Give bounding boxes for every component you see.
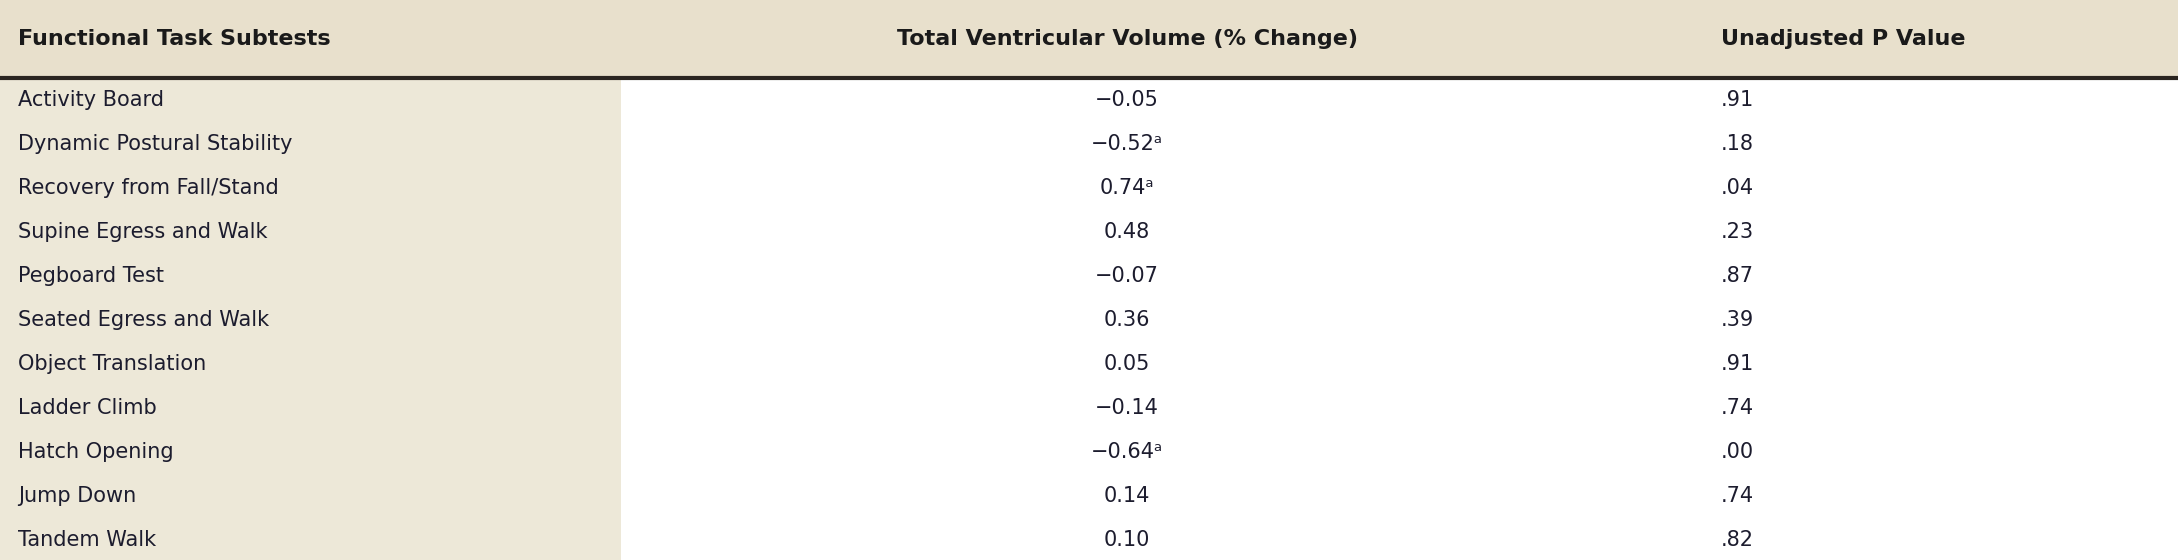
Text: 0.14: 0.14 bbox=[1104, 486, 1150, 506]
Text: Pegboard Test: Pegboard Test bbox=[17, 266, 163, 286]
Text: .91: .91 bbox=[1721, 354, 1753, 374]
Text: 0.36: 0.36 bbox=[1104, 310, 1150, 330]
Text: Functional Task Subtests: Functional Task Subtests bbox=[17, 29, 331, 49]
Text: Object Translation: Object Translation bbox=[17, 354, 207, 374]
Text: .91: .91 bbox=[1721, 90, 1753, 110]
Text: Ladder Climb: Ladder Climb bbox=[17, 398, 157, 418]
Text: Hatch Opening: Hatch Opening bbox=[17, 442, 174, 462]
Text: −0.14: −0.14 bbox=[1096, 398, 1159, 418]
Text: .82: .82 bbox=[1721, 530, 1753, 550]
Text: .39: .39 bbox=[1721, 310, 1753, 330]
Text: 0.10: 0.10 bbox=[1104, 530, 1150, 550]
Text: .04: .04 bbox=[1721, 178, 1753, 198]
Text: Tandem Walk: Tandem Walk bbox=[17, 530, 157, 550]
Text: .00: .00 bbox=[1721, 442, 1753, 462]
Text: Recovery from Fall/Stand: Recovery from Fall/Stand bbox=[17, 178, 279, 198]
Text: 0.05: 0.05 bbox=[1104, 354, 1150, 374]
Text: Jump Down: Jump Down bbox=[17, 486, 137, 506]
Text: .74: .74 bbox=[1721, 486, 1753, 506]
Text: Seated Egress and Walk: Seated Egress and Walk bbox=[17, 310, 270, 330]
Bar bbox=[0, 0, 2178, 78]
Text: −0.64ᵃ: −0.64ᵃ bbox=[1091, 442, 1163, 462]
Text: .87: .87 bbox=[1721, 266, 1753, 286]
Text: Unadjusted ​P Value: Unadjusted ​P Value bbox=[1721, 29, 1965, 49]
Text: Supine Egress and Walk: Supine Egress and Walk bbox=[17, 222, 268, 242]
Text: −0.05: −0.05 bbox=[1096, 90, 1159, 110]
Text: 0.74ᵃ: 0.74ᵃ bbox=[1100, 178, 1154, 198]
Text: .74: .74 bbox=[1721, 398, 1753, 418]
Text: Activity Board: Activity Board bbox=[17, 90, 163, 110]
Text: −0.52ᵃ: −0.52ᵃ bbox=[1091, 134, 1163, 154]
Bar bbox=[621, 78, 2178, 560]
Text: 0.48: 0.48 bbox=[1104, 222, 1150, 242]
Text: .18: .18 bbox=[1721, 134, 1753, 154]
Text: −0.07: −0.07 bbox=[1096, 266, 1159, 286]
Text: Dynamic Postural Stability: Dynamic Postural Stability bbox=[17, 134, 292, 154]
Text: .23: .23 bbox=[1721, 222, 1753, 242]
Text: Total Ventricular Volume (% Change): Total Ventricular Volume (% Change) bbox=[897, 29, 1357, 49]
Bar bbox=[0, 78, 621, 560]
